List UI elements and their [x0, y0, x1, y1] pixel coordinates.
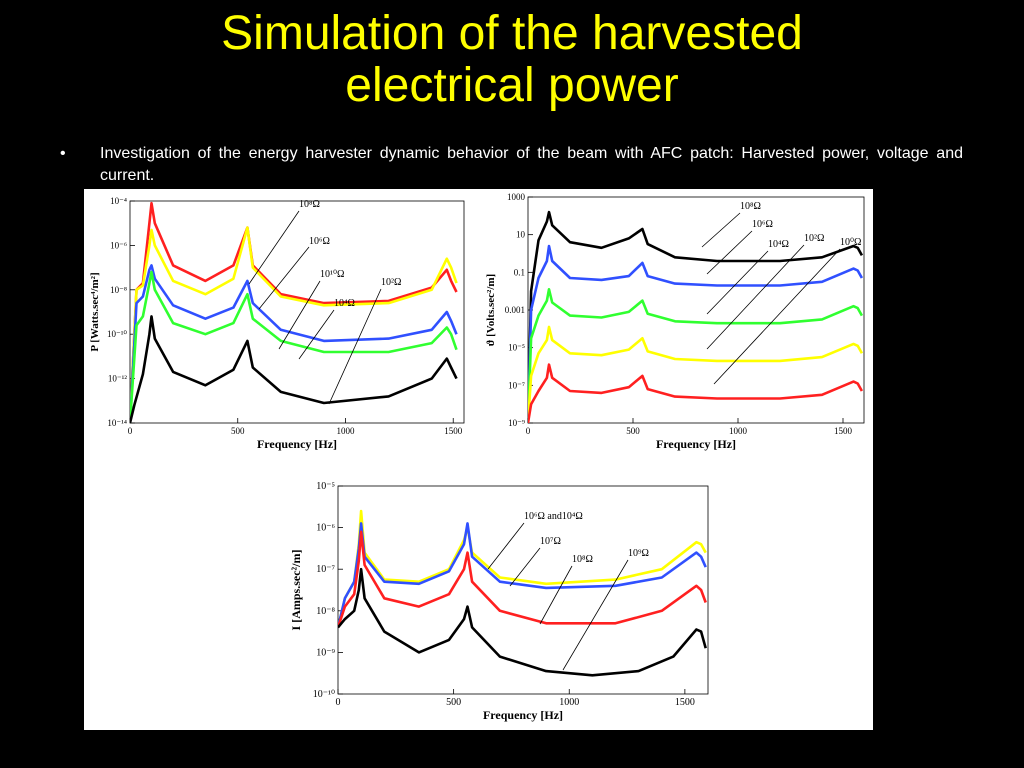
- resistance-annotation: 10⁶Ω and10⁴Ω: [524, 511, 583, 522]
- series-line: [528, 244, 864, 423]
- resistance-annotation: 10⁶Ω: [309, 236, 330, 247]
- annotation-leader: [539, 565, 573, 625]
- y-tick-label: 10⁻⁸: [316, 606, 335, 617]
- annotation-leader: [487, 522, 525, 570]
- annotation-leader: [278, 280, 321, 350]
- series-line: [528, 210, 864, 423]
- y-tick-label: 10⁻⁴: [110, 196, 127, 206]
- y-tick-label: 10⁻⁵: [508, 343, 525, 353]
- y-tick-label: 10⁻⁶: [110, 240, 127, 250]
- series-line: [528, 363, 864, 423]
- annotation-leader: [509, 547, 541, 587]
- y-tick-label: 10⁻¹⁰: [107, 329, 127, 339]
- annotation-leader: [706, 230, 753, 275]
- resistance-annotation: 10⁴Ω: [334, 298, 355, 309]
- annotation-leader: [706, 250, 769, 315]
- y-tick-label: 10⁻⁵: [316, 481, 335, 492]
- series-line: [130, 315, 458, 423]
- x-tick-label: 1500: [834, 426, 853, 436]
- y-tick-label: 10: [516, 230, 526, 240]
- y-tick-label: 10⁻¹⁴: [107, 418, 127, 428]
- title-line-2: electrical power: [345, 59, 679, 112]
- y-axis-label: P [Watts.sec⁴/m²]: [89, 272, 101, 351]
- y-tick-label: 0.1: [514, 267, 525, 277]
- bullet-marker: •: [60, 145, 66, 162]
- series-line: [130, 264, 458, 423]
- plot-frame: [129, 200, 465, 424]
- y-tick-label: 10⁻⁹: [508, 418, 525, 428]
- annotation-leader: [298, 309, 335, 360]
- y-axis-label: ϑ [Volts.sec²/m]: [485, 274, 497, 346]
- series-line: [338, 509, 707, 628]
- annotation-leader: [701, 212, 741, 248]
- series-line: [528, 288, 864, 423]
- x-tick-label: 1000: [336, 426, 355, 436]
- annotation-leader: [248, 210, 300, 285]
- x-tick-label: 500: [626, 426, 640, 436]
- title-line-1: Simulation of the harvested: [221, 7, 803, 60]
- resistance-annotation: 10⁸Ω: [572, 554, 593, 565]
- resistance-annotation: 10⁸Ω: [740, 201, 761, 212]
- annotation-leader: [328, 288, 382, 405]
- x-tick-label: 500: [446, 697, 461, 708]
- y-tick-label: 10⁻⁷: [316, 564, 335, 575]
- resistance-annotation: 10¹⁰Ω: [320, 269, 344, 280]
- y-tick-label: 1000: [507, 192, 526, 202]
- annotation-leader: [706, 244, 805, 350]
- series-line: [130, 226, 458, 423]
- series-line: [338, 530, 707, 628]
- y-tick-label: 0.001: [505, 305, 525, 315]
- x-tick-label: 0: [336, 697, 341, 708]
- series-line: [338, 567, 707, 677]
- y-tick-label: 10⁻⁹: [316, 647, 335, 658]
- plot-frame: [337, 485, 709, 695]
- resistance-annotation: 10²Ω: [804, 233, 824, 244]
- series-line: [130, 270, 458, 423]
- resistance-annotation: 10⁷Ω: [540, 536, 561, 547]
- plot-frame: [527, 196, 865, 424]
- y-tick-label: 10⁻¹⁰: [313, 689, 335, 700]
- resistance-annotation: 10⁴Ω: [768, 239, 789, 250]
- figure-panel: 10⁻¹⁴ 10⁻¹² 10⁻¹⁰ 10⁻⁸ 10⁻⁶ 10⁻⁴ 0 500 1000 1500 F…: [84, 189, 873, 730]
- y-tick-label: 10⁻⁸: [110, 285, 127, 295]
- y-tick-label: 10⁻⁶: [316, 523, 335, 534]
- annotation-leader: [258, 246, 310, 310]
- y-axis-label: I [Amps.sec²/m]: [289, 550, 303, 631]
- x-tick-label: 1000: [559, 697, 579, 708]
- resistance-annotation: 10⁸Ω: [299, 199, 320, 210]
- resistance-annotation: 10⁹Ω: [628, 548, 649, 559]
- series-line: [528, 325, 864, 423]
- x-tick-label: 1000: [729, 426, 748, 436]
- annotation-leader: [713, 248, 841, 385]
- x-axis-label: Frequency [Hz]: [483, 708, 563, 722]
- x-tick-label: 1500: [444, 426, 463, 436]
- x-axis-label: Frequency [Hz]: [656, 437, 736, 451]
- slide-title: Simulation of the harvested electrical p…: [0, 8, 1024, 112]
- y-tick-label: 10⁻¹²: [108, 374, 127, 384]
- power-chart: 10⁻¹⁴ 10⁻¹² 10⁻¹⁰ 10⁻⁸ 10⁻⁶ 10⁻⁴ 0 500 1000 1500 F…: [89, 196, 465, 451]
- bullet-text: Investigation of the energy harvester dy…: [100, 145, 963, 184]
- annotation-leader: [562, 559, 629, 671]
- x-axis-label: Frequency [Hz]: [257, 437, 337, 451]
- current-chart: 10⁻¹⁰ 10⁻⁹ 10⁻⁸ 10⁻⁷ 10⁻⁶ 10⁻⁵ 0 500 1000 1500 Fre…: [289, 481, 709, 722]
- y-tick-label: 10⁻⁷: [508, 380, 525, 390]
- voltage-chart: 10⁻⁹ 10⁻⁷ 10⁻⁵ 0.001 0.1 10 1000 0 500 1000 1500 Fr…: [485, 192, 865, 451]
- resistance-annotation: 10⁰Ω: [840, 237, 861, 248]
- series-line: [338, 522, 707, 628]
- series-line: [130, 201, 458, 423]
- x-tick-label: 1500: [675, 697, 695, 708]
- x-tick-label: 0: [526, 426, 531, 436]
- x-tick-label: 0: [128, 426, 133, 436]
- resistance-annotation: 10²Ω: [381, 277, 401, 288]
- bullet-point: • Investigation of the energy harvester …: [60, 143, 963, 187]
- resistance-annotation: 10⁶Ω: [752, 219, 773, 230]
- x-tick-label: 500: [231, 426, 245, 436]
